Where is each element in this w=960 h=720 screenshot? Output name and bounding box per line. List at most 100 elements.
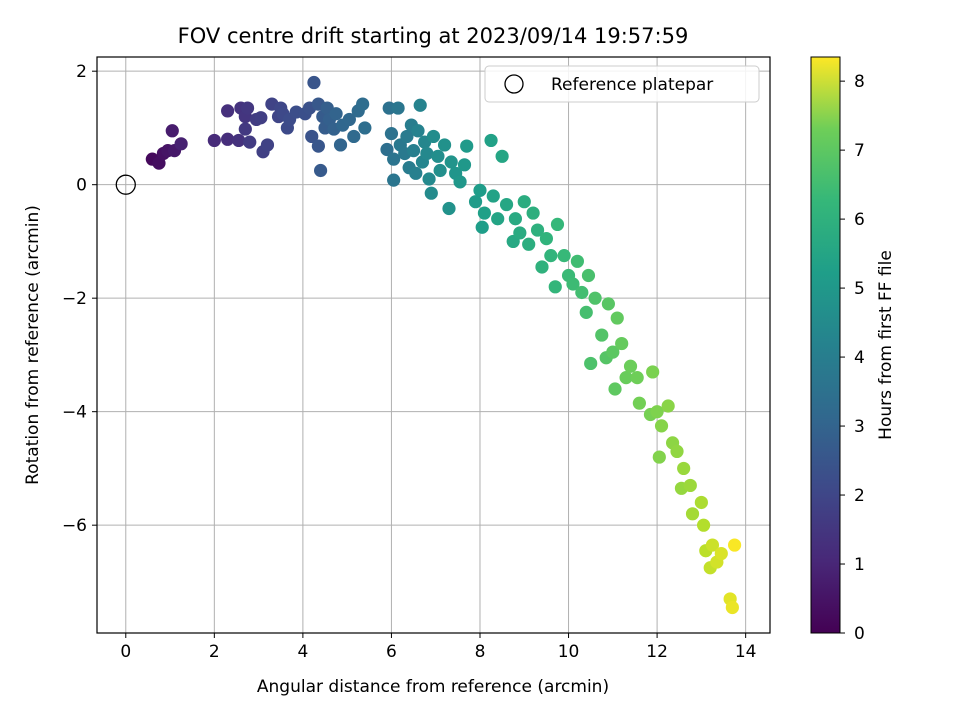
data-point — [646, 365, 660, 379]
data-point — [358, 121, 372, 135]
data-point — [677, 461, 691, 476]
data-point — [313, 163, 328, 178]
data-point — [426, 129, 441, 144]
data-point — [484, 133, 498, 148]
colorbar-tick-label: 3 — [854, 417, 865, 437]
data-point — [453, 175, 467, 189]
colorbar: 0 1 2 3 4 5 6 7 8 Hours from first FF file — [810, 56, 896, 644]
y-tick-label: 2 — [76, 62, 87, 82]
data-point — [240, 101, 255, 115]
data-point — [670, 444, 684, 459]
data-point — [221, 104, 235, 118]
data-point — [406, 144, 421, 158]
data-point — [566, 277, 580, 291]
x-axis-label: Angular distance from reference (arcmin) — [257, 677, 609, 697]
data-point — [400, 129, 414, 144]
data-point — [513, 226, 527, 240]
data-point — [260, 138, 275, 152]
data-point — [654, 419, 669, 433]
data-point — [630, 371, 644, 385]
data-point — [725, 600, 739, 615]
chart-title: FOV centre drift starting at 2023/09/14 … — [178, 24, 689, 48]
x-tick-label: 2 — [209, 642, 220, 662]
data-point — [347, 129, 361, 144]
data-point — [683, 478, 697, 493]
data-point — [601, 297, 615, 311]
x-axis-ticks: 0 2 4 6 8 10 12 14 — [120, 633, 756, 662]
data-point — [491, 212, 505, 226]
x-tick-label: 8 — [475, 642, 486, 662]
data-point — [442, 201, 456, 216]
data-point — [619, 371, 633, 385]
data-point — [548, 280, 562, 294]
data-point — [517, 195, 531, 209]
data-point — [608, 382, 622, 396]
data-point — [329, 107, 343, 121]
data-point — [539, 231, 554, 246]
colorbar-tick-label: 1 — [854, 555, 865, 575]
data-point — [307, 75, 321, 90]
data-point — [595, 328, 609, 342]
data-point — [714, 546, 728, 561]
data-point — [632, 396, 646, 410]
y-axis-label: Rotation from reference (arcmin) — [23, 205, 43, 485]
data-point — [550, 217, 565, 232]
data-point — [384, 127, 399, 141]
data-point — [526, 206, 540, 220]
data-point — [535, 260, 549, 274]
y-tick-label: 0 — [76, 176, 87, 196]
data-point — [499, 197, 514, 212]
colorbar-tick-label: 0 — [854, 624, 865, 644]
data-point — [243, 135, 257, 149]
data-point — [457, 158, 472, 172]
data-point — [238, 122, 252, 136]
legend-label: Reference platepar — [551, 75, 713, 95]
data-point — [477, 206, 492, 220]
data-point — [422, 172, 436, 186]
colorbar-tick-label: 6 — [854, 210, 865, 230]
data-point — [413, 98, 427, 112]
legend-marker-open-circle — [504, 74, 524, 94]
data-point — [588, 291, 602, 305]
data-point — [661, 399, 675, 413]
data-point — [174, 137, 188, 151]
x-tick-label: 10 — [558, 642, 580, 662]
data-point — [305, 129, 319, 144]
data-point — [444, 155, 458, 169]
data-point — [468, 195, 483, 209]
data-point — [424, 186, 438, 200]
legend: Reference platepar — [484, 65, 760, 103]
data-point — [508, 212, 523, 226]
data-point — [575, 285, 589, 300]
data-point — [420, 146, 434, 161]
data-point — [544, 249, 558, 263]
data-point — [475, 220, 489, 234]
data-point — [615, 336, 629, 351]
data-point — [387, 152, 401, 166]
data-point — [409, 166, 423, 180]
colorbar-ticks: 0 1 2 3 4 5 6 7 8 — [840, 72, 865, 644]
data-point — [311, 139, 325, 153]
legend-box — [484, 65, 760, 103]
colorbar-tick-label: 7 — [854, 141, 865, 161]
data-point — [437, 138, 452, 152]
data-point — [333, 138, 348, 152]
data-point — [207, 133, 221, 148]
data-point — [581, 268, 596, 283]
x-tick-label: 4 — [297, 642, 308, 662]
data-point — [705, 538, 720, 552]
reference-marker — [115, 174, 136, 195]
data-point — [342, 112, 356, 127]
data-point — [411, 124, 425, 138]
data-point — [391, 101, 405, 115]
data-point — [431, 149, 445, 163]
colorbar-gradient — [810, 56, 841, 634]
data-point — [522, 237, 536, 251]
data-point — [495, 149, 509, 163]
data-point — [696, 518, 711, 532]
data-point — [727, 538, 742, 552]
data-point — [557, 249, 571, 263]
data-point — [584, 356, 598, 371]
data-point — [579, 305, 593, 319]
